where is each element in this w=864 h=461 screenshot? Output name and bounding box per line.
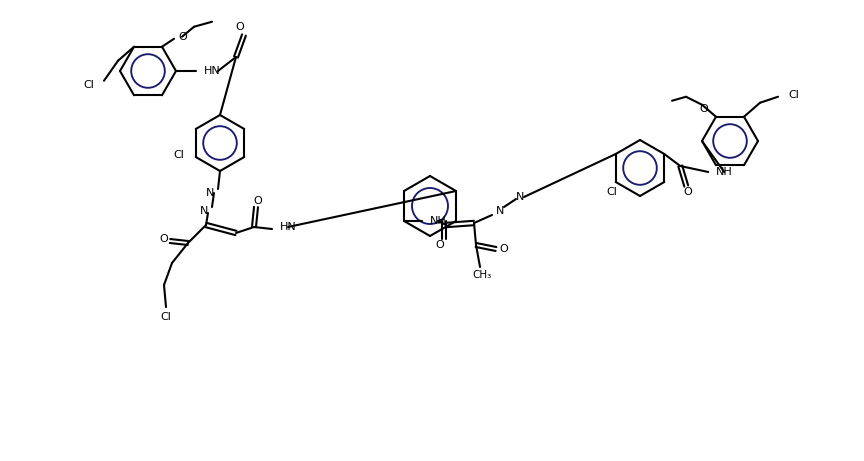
Text: O: O: [684, 187, 693, 197]
Text: N: N: [206, 188, 214, 198]
Text: N: N: [516, 192, 524, 202]
Text: NH: NH: [430, 216, 447, 226]
Text: O: O: [254, 196, 263, 206]
Text: Cl: Cl: [788, 90, 799, 100]
Text: N: N: [200, 206, 208, 216]
Text: HN: HN: [204, 66, 220, 76]
Text: O: O: [699, 104, 708, 114]
Text: N: N: [496, 206, 505, 216]
Text: Cl: Cl: [83, 80, 94, 90]
Text: O: O: [178, 32, 187, 42]
Text: CH₃: CH₃: [473, 270, 492, 280]
Text: Cl: Cl: [161, 312, 171, 322]
Text: HN: HN: [280, 222, 296, 232]
Text: O: O: [160, 234, 168, 244]
Text: Cl: Cl: [173, 150, 184, 160]
Text: Cl: Cl: [607, 187, 617, 197]
Text: O: O: [236, 22, 245, 32]
Text: O: O: [435, 240, 444, 250]
Text: O: O: [499, 244, 508, 254]
Text: NH: NH: [716, 167, 733, 177]
